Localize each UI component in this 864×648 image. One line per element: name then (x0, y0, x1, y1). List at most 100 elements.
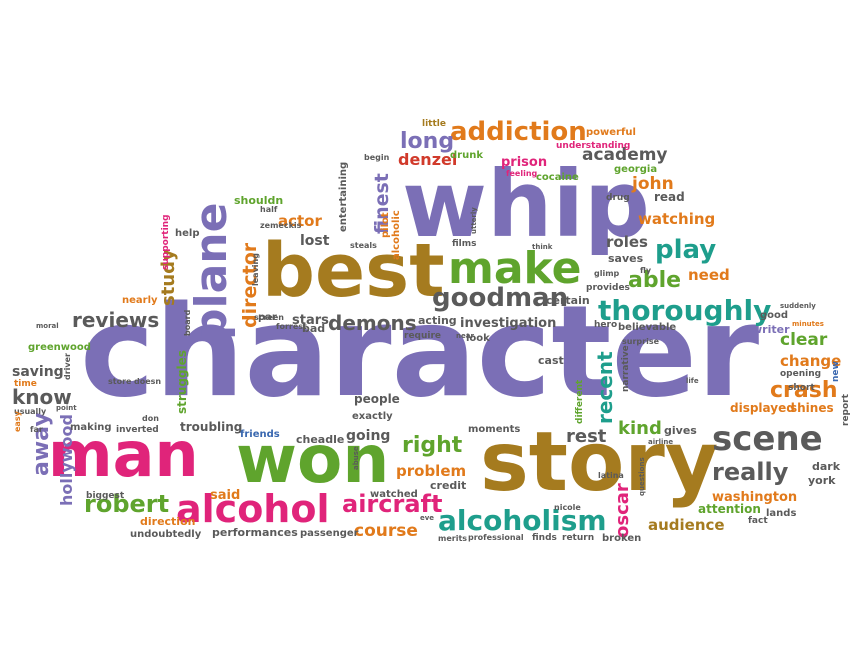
word-fact: fact (748, 516, 768, 526)
word-make: make (448, 243, 581, 294)
word-watched: watched (370, 489, 418, 500)
word-know: know (12, 385, 72, 409)
word-kind: kind (618, 418, 662, 439)
word-usually: usually (14, 407, 47, 416)
word-aircraft: aircraft (342, 490, 442, 518)
word-investigation: investigation (460, 316, 556, 331)
word-robert: robert (84, 490, 169, 518)
word-begin: begin (364, 153, 390, 162)
word-utterly: utterly (470, 207, 478, 234)
word-audience: audience (648, 516, 725, 534)
word-narrative: narrative (621, 345, 631, 392)
word-entertaining: entertaining (338, 162, 349, 232)
word-really: really (712, 458, 789, 486)
word-merits: merits (438, 534, 467, 543)
word-certain: certain (546, 294, 590, 307)
word-saves: saves (608, 252, 644, 265)
word-course: course (354, 521, 418, 541)
word-crash: crash (770, 378, 838, 403)
word-saving: saving (12, 364, 64, 380)
word-pilot: pilot (380, 212, 391, 238)
word-time: time (14, 379, 37, 389)
word-finest: finest (371, 173, 393, 234)
word-demons: demons (328, 311, 417, 335)
word-board: board (183, 309, 192, 336)
word-short: short (788, 383, 815, 393)
word-new: new (831, 361, 841, 382)
word-dark: dark (812, 460, 841, 473)
word-drunk: drunk (450, 150, 483, 161)
word-minutes: minutes (792, 320, 824, 328)
word-clear: clear (780, 330, 828, 350)
word-fly: fly (640, 266, 652, 275)
word-moments: moments (468, 424, 520, 435)
word-broken: broken (602, 533, 641, 544)
word-play: play (655, 235, 716, 265)
word-addiction: addiction (450, 117, 587, 147)
word-scene: scene (712, 419, 823, 459)
word-oscar: oscar (612, 483, 633, 538)
word-provides: provides (586, 283, 630, 293)
word-par: par (258, 312, 277, 323)
word-director: director (239, 242, 261, 328)
word-greenwood: greenwood (28, 342, 91, 353)
word-moral: moral (36, 322, 59, 330)
word-abuse: abuse (352, 446, 360, 470)
word-credit: credit (430, 479, 466, 492)
word-undoubtedly: undoubtedly (130, 529, 202, 540)
word-half: half (260, 205, 278, 214)
word-need: need (688, 266, 730, 284)
word-help: help (175, 228, 200, 239)
word-right: right (402, 433, 463, 458)
word-think: think (532, 243, 553, 251)
word-driver: driver (63, 353, 72, 380)
word-believable: believable (618, 322, 676, 333)
word-steals: steals (350, 241, 377, 250)
word-best: best (262, 228, 445, 314)
word-academy: academy (582, 145, 668, 165)
word-making: making (70, 422, 112, 433)
word-glimp: glimp (594, 269, 620, 278)
word-return: return (562, 533, 594, 543)
word-long: long (400, 129, 454, 154)
word-biggest: biggest (86, 491, 125, 501)
word-thoroughly: thoroughly (598, 294, 771, 327)
word-far: far (30, 425, 43, 434)
word-good: good (760, 310, 788, 321)
word-recent: recent (593, 351, 617, 424)
word-friends: friends (240, 429, 280, 440)
word-airline: airline (648, 438, 673, 446)
word-plane: plane (186, 203, 237, 340)
word-alcoholism: alcoholism (438, 504, 607, 537)
word-denzel: denzel (398, 150, 457, 169)
word-goodman: goodman (432, 283, 568, 313)
word-understanding: understanding (556, 141, 630, 151)
word-little: little (422, 119, 446, 129)
word-life: life (686, 377, 699, 385)
word-store: store (108, 377, 132, 386)
word-away: away (29, 412, 54, 476)
word-won: won (236, 421, 389, 498)
word-eve: eve (420, 514, 434, 522)
word-character: character (80, 278, 759, 425)
word-watching: watching (638, 210, 715, 228)
word-study: study (158, 249, 179, 306)
word-leaving: leaving (251, 253, 260, 286)
word-drug: drug (606, 193, 630, 203)
word-washington: washington (712, 490, 797, 505)
word-able: able (628, 268, 681, 293)
word-hero: hero (594, 320, 617, 330)
word-attention: attention (698, 502, 761, 516)
word-latina: latina (598, 471, 624, 480)
word-exactly: exactly (352, 411, 393, 422)
word-require: require (404, 331, 441, 341)
word-story: story (480, 415, 718, 510)
word-actor: actor (278, 212, 322, 230)
word-professional: professional (468, 533, 524, 542)
word-roles: roles (606, 233, 648, 251)
word-troubling: troubling (180, 420, 242, 434)
word-screen: screen (254, 313, 284, 322)
word-struggles: struggles (175, 350, 189, 414)
word-zemeckis: zemeckis (260, 221, 302, 230)
word-inverted: inverted (116, 425, 159, 435)
